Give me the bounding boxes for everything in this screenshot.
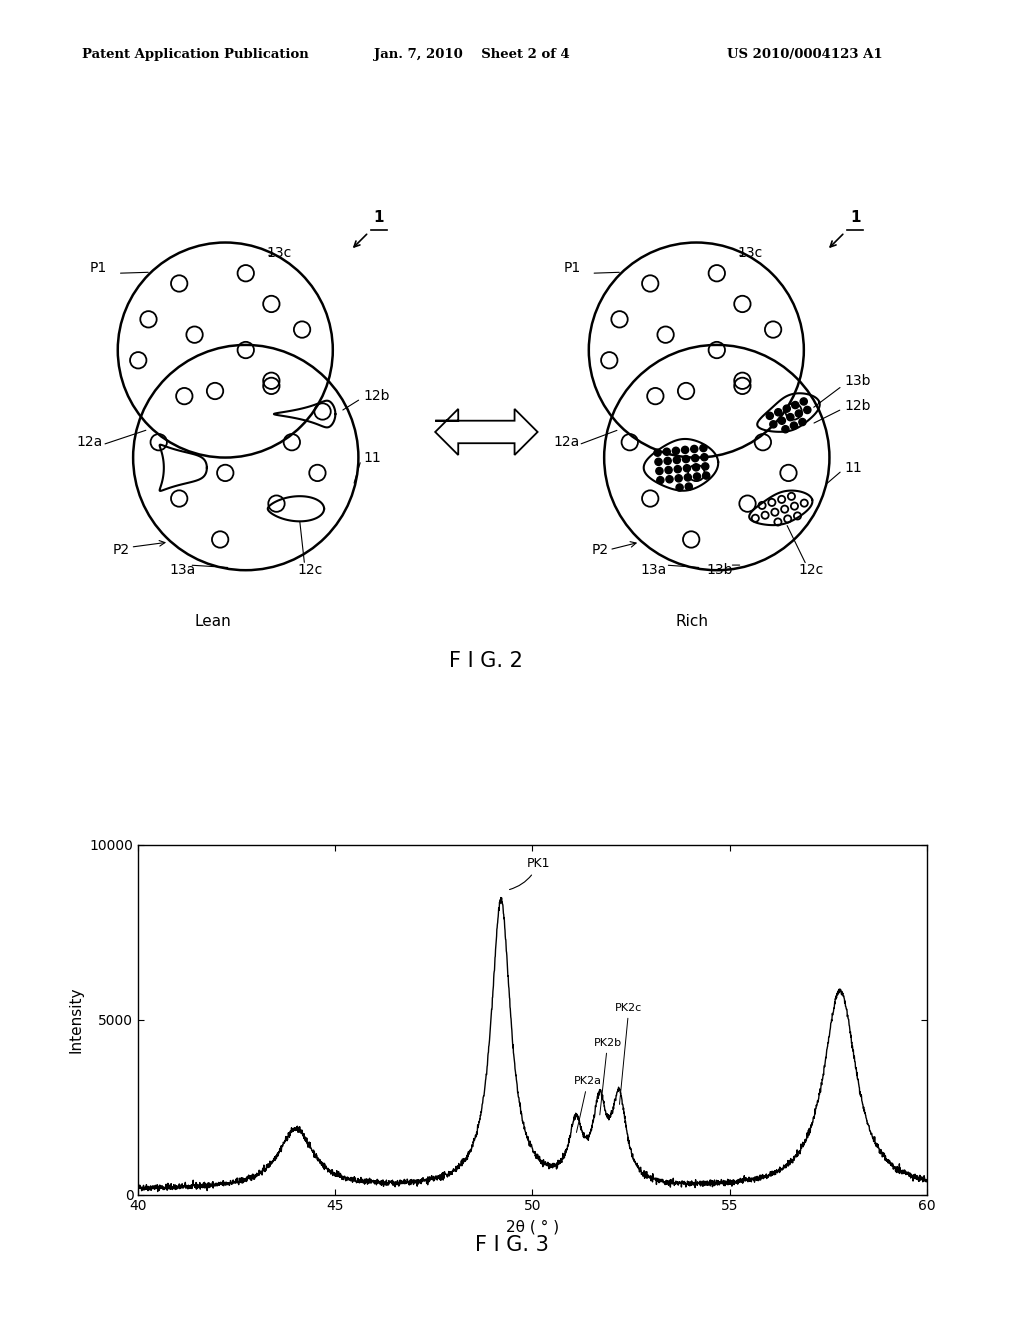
Circle shape — [775, 409, 782, 416]
Text: 12a: 12a — [553, 436, 580, 449]
Text: Lean: Lean — [195, 614, 231, 628]
Circle shape — [701, 463, 709, 470]
Circle shape — [792, 401, 799, 409]
Text: PK2c: PK2c — [615, 1003, 642, 1105]
Circle shape — [786, 413, 794, 421]
Circle shape — [783, 405, 791, 412]
Text: 13a: 13a — [169, 564, 196, 577]
Text: 13b: 13b — [845, 374, 871, 388]
Circle shape — [676, 484, 683, 491]
Circle shape — [782, 425, 790, 433]
Text: P1: P1 — [563, 261, 581, 275]
Text: 11: 11 — [364, 450, 381, 465]
Circle shape — [666, 475, 673, 483]
Text: 12c: 12c — [799, 564, 824, 577]
Circle shape — [656, 477, 664, 483]
Circle shape — [804, 407, 811, 413]
Text: F I G. 2: F I G. 2 — [450, 652, 523, 672]
Text: 1: 1 — [374, 210, 384, 224]
Text: PK2b: PK2b — [594, 1038, 622, 1115]
Text: 12c: 12c — [297, 564, 323, 577]
Text: Patent Application Publication: Patent Application Publication — [82, 48, 308, 61]
Circle shape — [799, 418, 806, 425]
Circle shape — [800, 397, 807, 405]
Text: 13c: 13c — [266, 246, 292, 260]
Circle shape — [691, 454, 698, 462]
Circle shape — [700, 454, 708, 461]
Text: 13c: 13c — [737, 246, 763, 260]
Circle shape — [796, 411, 803, 417]
Circle shape — [682, 455, 689, 462]
Text: US 2010/0004123 A1: US 2010/0004123 A1 — [727, 48, 883, 61]
Circle shape — [690, 445, 697, 453]
Circle shape — [665, 466, 672, 474]
Text: 12b: 12b — [364, 389, 390, 403]
Circle shape — [655, 458, 663, 466]
Circle shape — [675, 475, 682, 482]
Circle shape — [791, 422, 798, 429]
Circle shape — [770, 421, 777, 428]
Circle shape — [665, 457, 672, 465]
Circle shape — [766, 412, 773, 420]
Circle shape — [685, 483, 692, 490]
Circle shape — [673, 457, 680, 463]
Circle shape — [683, 465, 690, 471]
Text: PK1: PK1 — [510, 857, 550, 890]
Text: PK2a: PK2a — [573, 1076, 602, 1133]
Text: Jan. 7, 2010    Sheet 2 of 4: Jan. 7, 2010 Sheet 2 of 4 — [374, 48, 569, 61]
Circle shape — [692, 463, 699, 471]
Circle shape — [664, 449, 671, 455]
Text: 11: 11 — [845, 461, 862, 475]
Circle shape — [778, 417, 785, 424]
Text: 13a: 13a — [640, 564, 667, 577]
Circle shape — [699, 445, 707, 451]
Text: P1: P1 — [90, 261, 106, 275]
Text: 12a: 12a — [77, 436, 103, 449]
Circle shape — [702, 473, 710, 479]
Circle shape — [674, 466, 681, 473]
Text: P2: P2 — [592, 543, 608, 557]
Circle shape — [684, 474, 691, 480]
Circle shape — [673, 447, 680, 454]
Polygon shape — [435, 409, 538, 455]
Circle shape — [693, 473, 700, 480]
Text: 12b: 12b — [845, 400, 871, 413]
Text: 13b: 13b — [707, 564, 733, 577]
Circle shape — [654, 449, 662, 457]
Text: P2: P2 — [113, 543, 130, 557]
X-axis label: 2θ ( ° ): 2θ ( ° ) — [506, 1218, 559, 1234]
Y-axis label: Intensity: Intensity — [69, 986, 84, 1053]
Circle shape — [682, 446, 689, 454]
Circle shape — [655, 467, 663, 475]
Text: F I G. 3: F I G. 3 — [475, 1236, 549, 1255]
Text: Rich: Rich — [676, 614, 709, 628]
Text: 1: 1 — [850, 210, 860, 224]
